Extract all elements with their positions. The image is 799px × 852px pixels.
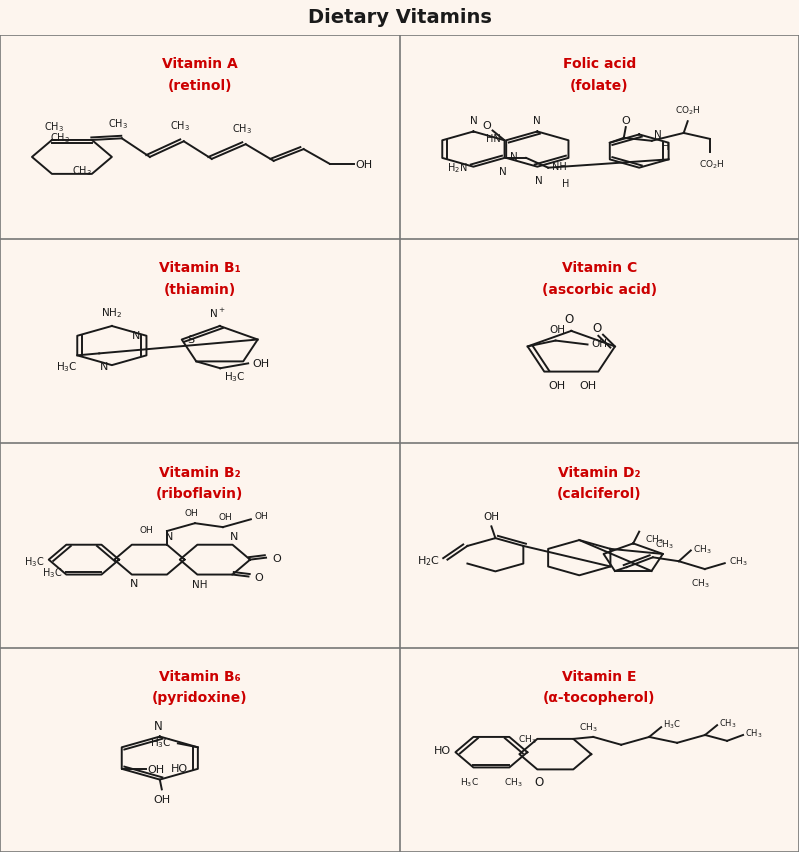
Text: OH: OH bbox=[483, 512, 499, 522]
Text: H: H bbox=[562, 179, 570, 189]
Text: NH$_2$: NH$_2$ bbox=[101, 306, 122, 320]
Text: CO$_2$H: CO$_2$H bbox=[675, 105, 701, 118]
Text: H$_3$C: H$_3$C bbox=[25, 555, 45, 569]
Text: (α-tocopherol): (α-tocopherol) bbox=[543, 691, 655, 705]
Text: OH: OH bbox=[255, 511, 268, 521]
Text: N: N bbox=[230, 531, 239, 541]
Text: N: N bbox=[100, 362, 108, 371]
Text: N: N bbox=[132, 331, 141, 341]
Text: CH$_3$: CH$_3$ bbox=[729, 556, 747, 567]
Text: O: O bbox=[255, 572, 263, 582]
Text: NH: NH bbox=[192, 579, 207, 590]
Text: CH$_3$: CH$_3$ bbox=[655, 538, 674, 550]
Text: CH$_3$: CH$_3$ bbox=[518, 733, 537, 746]
Text: OH: OH bbox=[139, 525, 153, 534]
Text: H$_3$C: H$_3$C bbox=[663, 718, 681, 731]
Text: OH: OH bbox=[252, 359, 269, 369]
Text: O: O bbox=[565, 313, 574, 325]
Text: OH: OH bbox=[184, 509, 198, 518]
Text: CH$_3$: CH$_3$ bbox=[232, 123, 252, 136]
Text: (pyridoxine): (pyridoxine) bbox=[152, 691, 248, 705]
Text: (ascorbic acid): (ascorbic acid) bbox=[542, 283, 657, 296]
Text: Vitamin B₆: Vitamin B₆ bbox=[159, 669, 240, 683]
Text: N: N bbox=[534, 116, 541, 125]
Text: N: N bbox=[153, 719, 162, 732]
Text: H$_2$N: H$_2$N bbox=[447, 161, 467, 175]
Text: H$_3$C: H$_3$C bbox=[42, 566, 62, 580]
Text: Dietary Vitamins: Dietary Vitamins bbox=[308, 9, 491, 27]
Text: O: O bbox=[482, 120, 491, 130]
Text: H$_3$C: H$_3$C bbox=[225, 370, 246, 383]
Text: CH$_3$: CH$_3$ bbox=[745, 727, 762, 740]
Text: Vitamin B₁: Vitamin B₁ bbox=[159, 261, 240, 275]
Text: CO$_2$H: CO$_2$H bbox=[699, 158, 725, 170]
Text: N: N bbox=[165, 531, 173, 541]
Text: O: O bbox=[272, 553, 280, 563]
Text: HN: HN bbox=[486, 134, 500, 144]
Text: CH$_3$: CH$_3$ bbox=[50, 131, 70, 145]
Text: OH: OH bbox=[218, 513, 232, 521]
Text: O: O bbox=[592, 321, 602, 334]
Text: CH$_3$: CH$_3$ bbox=[719, 717, 737, 728]
Text: OH: OH bbox=[153, 794, 170, 804]
Text: CH$_3$: CH$_3$ bbox=[169, 119, 190, 133]
Text: H$_3$C: H$_3$C bbox=[460, 775, 479, 788]
Text: OH: OH bbox=[580, 381, 597, 391]
Text: N: N bbox=[654, 130, 662, 140]
Text: CH$_3$: CH$_3$ bbox=[579, 721, 598, 734]
Text: CH$_3$: CH$_3$ bbox=[72, 164, 92, 177]
Text: H: H bbox=[662, 141, 670, 152]
Text: CH$_3$: CH$_3$ bbox=[108, 117, 128, 130]
Text: (thiamin): (thiamin) bbox=[164, 283, 236, 296]
Text: Vitamin D₂: Vitamin D₂ bbox=[558, 465, 641, 479]
Text: OH: OH bbox=[548, 381, 566, 391]
Text: CH$_3$: CH$_3$ bbox=[693, 543, 711, 556]
Text: O: O bbox=[535, 775, 544, 788]
Text: N: N bbox=[129, 579, 138, 589]
Text: CH$_3$: CH$_3$ bbox=[691, 577, 710, 590]
Text: HO: HO bbox=[171, 763, 188, 773]
Text: CH$_3$: CH$_3$ bbox=[646, 533, 664, 545]
Text: N: N bbox=[511, 152, 518, 162]
Text: OH: OH bbox=[148, 764, 165, 774]
Text: (calciferol): (calciferol) bbox=[557, 486, 642, 500]
Text: OH: OH bbox=[591, 339, 607, 349]
Text: (retinol): (retinol) bbox=[168, 78, 232, 92]
Text: Vitamin C: Vitamin C bbox=[562, 261, 637, 275]
Text: Folic acid: Folic acid bbox=[562, 57, 636, 71]
Text: S: S bbox=[188, 334, 195, 344]
Text: HO: HO bbox=[435, 746, 451, 756]
Text: OH: OH bbox=[550, 325, 566, 334]
Text: (riboflavin): (riboflavin) bbox=[156, 486, 244, 500]
Text: N: N bbox=[499, 166, 507, 176]
Text: H$_3$C: H$_3$C bbox=[56, 360, 78, 373]
Text: (folate): (folate) bbox=[570, 78, 629, 92]
Text: N: N bbox=[470, 116, 477, 125]
Text: N: N bbox=[535, 176, 543, 186]
Text: H$_3$C: H$_3$C bbox=[150, 735, 172, 750]
Text: CH$_3$: CH$_3$ bbox=[44, 120, 64, 134]
Text: Vitamin B₂: Vitamin B₂ bbox=[159, 465, 240, 479]
Text: NH: NH bbox=[552, 162, 566, 171]
Text: Vitamin E: Vitamin E bbox=[562, 669, 637, 683]
Text: CH$_3$: CH$_3$ bbox=[504, 775, 523, 788]
Text: N$^+$: N$^+$ bbox=[209, 307, 226, 320]
Text: OH: OH bbox=[356, 159, 372, 170]
Text: O: O bbox=[622, 116, 630, 126]
Text: H$_2$C: H$_2$C bbox=[418, 553, 440, 567]
Text: Vitamin A: Vitamin A bbox=[162, 57, 237, 71]
